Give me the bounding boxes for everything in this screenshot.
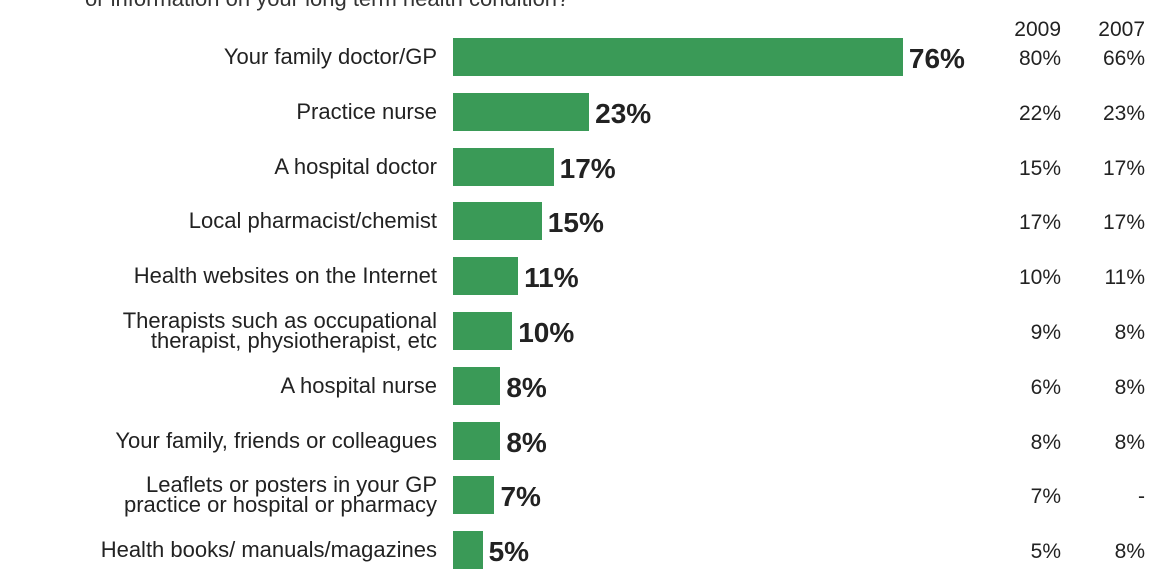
- value-label: 5%: [488, 536, 530, 568]
- category-label: Your family doctor/GP: [223, 44, 437, 69]
- bar: [453, 531, 483, 569]
- bar: [453, 312, 513, 350]
- bar: [453, 366, 501, 405]
- category-label: Local pharmacist/chemist: [188, 208, 437, 234]
- comparison-value: -: [1138, 485, 1145, 509]
- value-label: 8%: [506, 371, 547, 403]
- comparison-value: 7%: [1030, 485, 1061, 509]
- category-label: Health books/ manuals/magazines: [100, 537, 437, 563]
- comparison-value: 80%: [1018, 47, 1061, 70]
- bar: [453, 202, 542, 241]
- value-label: 10%: [518, 317, 575, 348]
- column-header: 2009: [1014, 18, 1061, 41]
- comparison-value: 15%: [1018, 156, 1061, 180]
- comparison-value: 8%: [1030, 430, 1061, 454]
- comparison-value: 17%: [1102, 156, 1145, 180]
- comparison-value: 6%: [1030, 375, 1061, 399]
- comparison-value: 22%: [1018, 101, 1061, 125]
- bar: [453, 147, 554, 186]
- comparison-value: 8%: [1114, 540, 1145, 564]
- comparison-value: 17%: [1102, 211, 1145, 235]
- chart-title: or information on your long term health …: [85, 0, 569, 12]
- category-label: Therapists such as occupational therapis…: [122, 308, 437, 353]
- category-label: A hospital doctor: [274, 153, 437, 179]
- bar: [453, 38, 903, 76]
- value-label: 8%: [506, 426, 547, 458]
- value-label: 11%: [524, 262, 579, 294]
- category-label: Your family, friends or colleagues: [115, 427, 437, 453]
- comparison-value: 5%: [1030, 540, 1061, 564]
- comparison-value: 11%: [1104, 266, 1145, 290]
- comparison-value: 17%: [1018, 211, 1061, 235]
- bar: [453, 257, 519, 296]
- comparison-value: 23%: [1102, 101, 1145, 125]
- value-label: 7%: [500, 481, 541, 513]
- category-label: Health websites on the Internet: [133, 263, 437, 289]
- value-label: 76%: [908, 43, 965, 74]
- bar: [453, 92, 590, 131]
- comparison-value: 10%: [1018, 266, 1061, 290]
- comparison-value: 8%: [1114, 375, 1145, 399]
- comparison-value: 8%: [1114, 430, 1145, 454]
- category-label: Leaflets or posters in your GP practice …: [123, 472, 437, 518]
- value-label: 23%: [595, 97, 652, 129]
- bar: [453, 476, 495, 515]
- value-label: 15%: [547, 207, 604, 239]
- comparison-value: 8%: [1114, 321, 1145, 344]
- category-label: Practice nurse: [296, 98, 437, 124]
- value-label: 17%: [559, 152, 616, 184]
- category-label: A hospital nurse: [280, 372, 437, 398]
- comparison-value: 9%: [1030, 321, 1061, 344]
- column-header: 2007: [1098, 18, 1145, 41]
- comparison-value: 66%: [1102, 47, 1145, 70]
- bar: [453, 421, 501, 460]
